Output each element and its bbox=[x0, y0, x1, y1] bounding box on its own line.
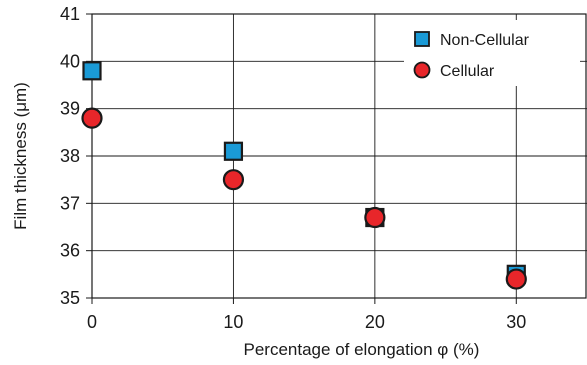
y-tick-label: 39 bbox=[60, 99, 80, 119]
cellular-point bbox=[364, 206, 386, 229]
y-tick-label: 36 bbox=[60, 241, 80, 261]
legend-entry-label: Cellular bbox=[440, 63, 495, 80]
x-tick-label: 10 bbox=[223, 312, 243, 332]
y-axis-label: Film thickness (μm) bbox=[11, 82, 30, 230]
non-cellular-point bbox=[223, 141, 244, 161]
x-axis: 0 10 20 30 bbox=[87, 298, 526, 332]
y-tick-label: 41 bbox=[60, 4, 80, 24]
cellular-point bbox=[81, 107, 103, 129]
y-tick-label: 37 bbox=[60, 193, 80, 213]
legend: Non-Cellular Cellular bbox=[404, 20, 580, 86]
legend-circle-marker bbox=[413, 61, 431, 79]
y-axis: 35 36 37 38 39 40 41 bbox=[60, 4, 92, 308]
y-tick-label: 40 bbox=[60, 51, 80, 71]
y-tick-label: 35 bbox=[60, 288, 80, 308]
cellular-point bbox=[505, 268, 527, 290]
legend-entry-label: Non-Cellular bbox=[440, 32, 530, 49]
legend-square-marker bbox=[414, 31, 430, 47]
x-axis-label: Percentage of elongation φ (%) bbox=[244, 340, 480, 359]
x-tick-label: 20 bbox=[365, 312, 385, 332]
x-tick-label: 0 bbox=[87, 312, 97, 332]
cellular-point bbox=[222, 169, 245, 191]
x-tick-label: 30 bbox=[506, 312, 526, 332]
y-tick-label: 38 bbox=[60, 146, 80, 166]
legend-background bbox=[404, 20, 580, 86]
data-points bbox=[81, 61, 527, 290]
non-cellular-point bbox=[82, 61, 102, 81]
